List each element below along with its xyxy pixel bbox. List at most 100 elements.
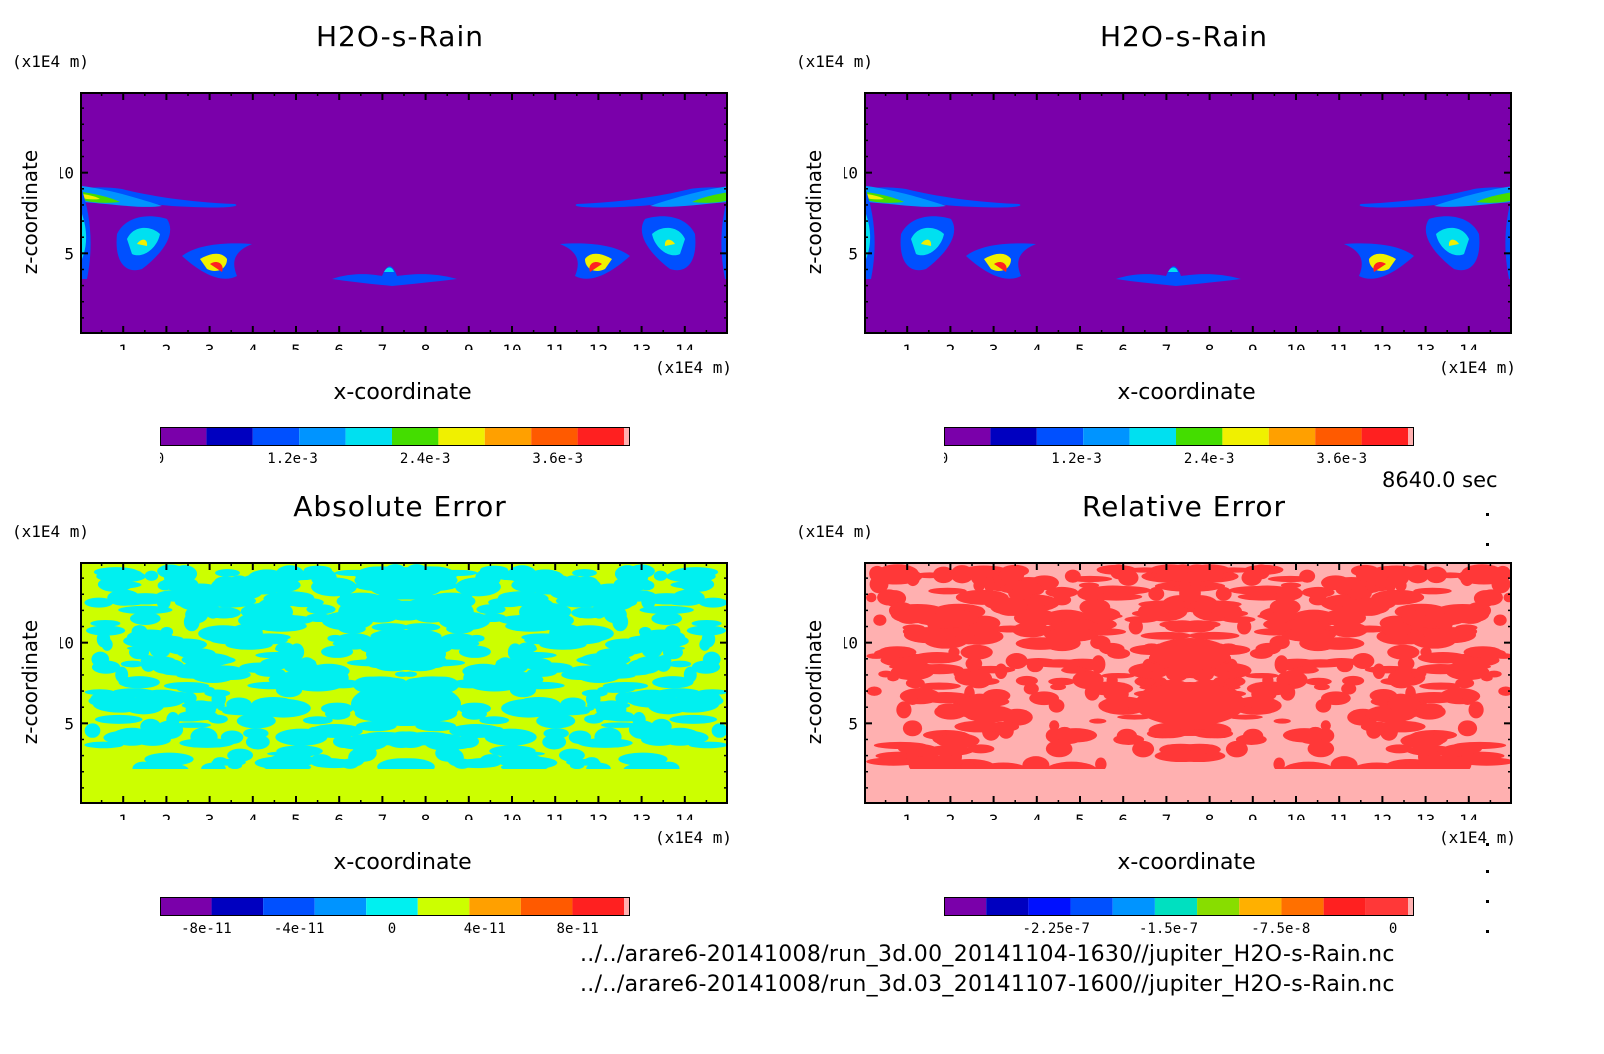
error-blob bbox=[524, 636, 559, 645]
x-axis-label: x-coordinate bbox=[333, 850, 472, 875]
error-blob bbox=[338, 583, 351, 600]
error-blob bbox=[92, 695, 147, 713]
colorbar-segment bbox=[1268, 427, 1316, 445]
error-blob bbox=[1197, 612, 1218, 619]
error-blob bbox=[1124, 616, 1158, 623]
error-blob bbox=[1416, 703, 1443, 712]
error-blob bbox=[641, 737, 685, 743]
colorbar-segment bbox=[1036, 427, 1084, 445]
x-tick-label: 2 bbox=[162, 341, 172, 350]
error-blob bbox=[363, 609, 399, 623]
colorbar-segment bbox=[572, 897, 624, 915]
error-blob bbox=[666, 570, 716, 583]
error-blob bbox=[366, 638, 446, 670]
x-tick-label: 5 bbox=[291, 811, 301, 820]
heatmap-plot bbox=[864, 562, 1512, 804]
colorbar-segment bbox=[1239, 897, 1282, 915]
x-tick-label: 13 bbox=[632, 341, 651, 350]
x-tick-label: 14 bbox=[1459, 341, 1478, 350]
error-blob bbox=[84, 741, 124, 749]
colorbar-tick-label: 0 bbox=[1389, 921, 1397, 937]
error-blob bbox=[374, 593, 419, 600]
x-tick-label: 12 bbox=[589, 341, 608, 350]
error-blob bbox=[1406, 565, 1430, 584]
error-blob bbox=[220, 730, 244, 745]
error-blob bbox=[873, 614, 887, 626]
x-unit-label: (x1E4 m) bbox=[655, 358, 733, 377]
error-blob bbox=[1086, 681, 1134, 696]
error-blob bbox=[1052, 594, 1072, 606]
error-blob bbox=[1188, 631, 1240, 640]
error-blob bbox=[1156, 564, 1175, 579]
x-tick-label: 3 bbox=[205, 341, 215, 350]
error-blob bbox=[513, 681, 565, 690]
error-blob bbox=[602, 681, 649, 690]
x-tick-label: 14 bbox=[675, 341, 694, 350]
colorbar-segment bbox=[314, 897, 367, 915]
error-blob bbox=[600, 722, 639, 728]
colorbar-frame bbox=[944, 427, 1414, 446]
error-blob bbox=[691, 620, 722, 627]
error-blob bbox=[908, 756, 929, 773]
error-blob bbox=[129, 612, 161, 625]
error-blob bbox=[84, 723, 101, 738]
error-blob bbox=[1493, 614, 1507, 626]
error-blob bbox=[175, 582, 192, 593]
error-blob bbox=[1314, 637, 1365, 650]
x-tick-label: 6 bbox=[334, 811, 344, 820]
error-blob bbox=[1160, 744, 1186, 754]
error-blob bbox=[1385, 576, 1396, 593]
error-blob bbox=[1160, 728, 1214, 736]
panel-rain-a: H2O-s-Rain (x1E4 m) z-coordinate bbox=[0, 0, 760, 480]
x-tick-label: 8 bbox=[1205, 341, 1215, 350]
error-blob bbox=[213, 669, 251, 681]
error-blob bbox=[1222, 616, 1256, 623]
colorbar-tick-label: -7.5e-8 bbox=[1251, 921, 1310, 937]
error-blob bbox=[458, 645, 491, 658]
error-blob bbox=[577, 738, 633, 748]
error-blob bbox=[1274, 655, 1289, 674]
error-blob bbox=[1381, 621, 1412, 638]
error-blob bbox=[1400, 733, 1445, 749]
panel-rain-b: H2O-s-Rain (x1E4 m) z-coordinate bbox=[784, 0, 1544, 480]
error-blob bbox=[96, 570, 146, 583]
error-blob bbox=[994, 663, 1008, 680]
error-blob bbox=[160, 691, 192, 699]
error-blob bbox=[1078, 582, 1100, 589]
heatmap-plot bbox=[80, 92, 728, 334]
colorbar-tick-label: 3.6e-3 bbox=[532, 451, 583, 467]
error-blob bbox=[866, 686, 882, 696]
error-blob bbox=[1045, 586, 1079, 598]
error-blob bbox=[653, 570, 668, 581]
error-blob bbox=[479, 613, 507, 623]
dot-marker bbox=[1486, 843, 1489, 846]
error-blob bbox=[1387, 669, 1415, 689]
error-blob bbox=[256, 620, 307, 632]
error-blob bbox=[496, 753, 545, 768]
error-blob bbox=[1419, 682, 1463, 690]
error-blob bbox=[267, 753, 316, 768]
y-axis-label: z-coordinate bbox=[802, 149, 826, 275]
error-blob bbox=[688, 741, 726, 749]
error-blob bbox=[667, 660, 692, 668]
error-blob bbox=[338, 624, 366, 634]
panel-relative-error: Relative Error (x1E4 m) z-coordinate 123… bbox=[784, 470, 1544, 950]
error-blob bbox=[702, 651, 721, 667]
error-blob bbox=[321, 702, 354, 715]
colorbar-tick-label: -4e-11 bbox=[274, 921, 325, 937]
error-blob bbox=[498, 591, 533, 603]
x-tick-label: 5 bbox=[291, 341, 301, 350]
x-unit-label: (x1E4 m) bbox=[655, 828, 733, 847]
error-blob bbox=[1188, 583, 1201, 591]
error-blob bbox=[435, 744, 461, 762]
dot-marker bbox=[1486, 900, 1489, 903]
error-blob bbox=[1246, 681, 1294, 696]
error-blob bbox=[998, 568, 1025, 582]
error-blob bbox=[354, 580, 409, 592]
error-blob bbox=[479, 754, 503, 768]
error-blob bbox=[321, 645, 354, 658]
field-lower-band bbox=[82, 769, 726, 802]
x-tick-label: 11 bbox=[546, 811, 565, 820]
error-blob bbox=[1273, 718, 1291, 724]
x-tick-label: 1 bbox=[118, 341, 128, 350]
